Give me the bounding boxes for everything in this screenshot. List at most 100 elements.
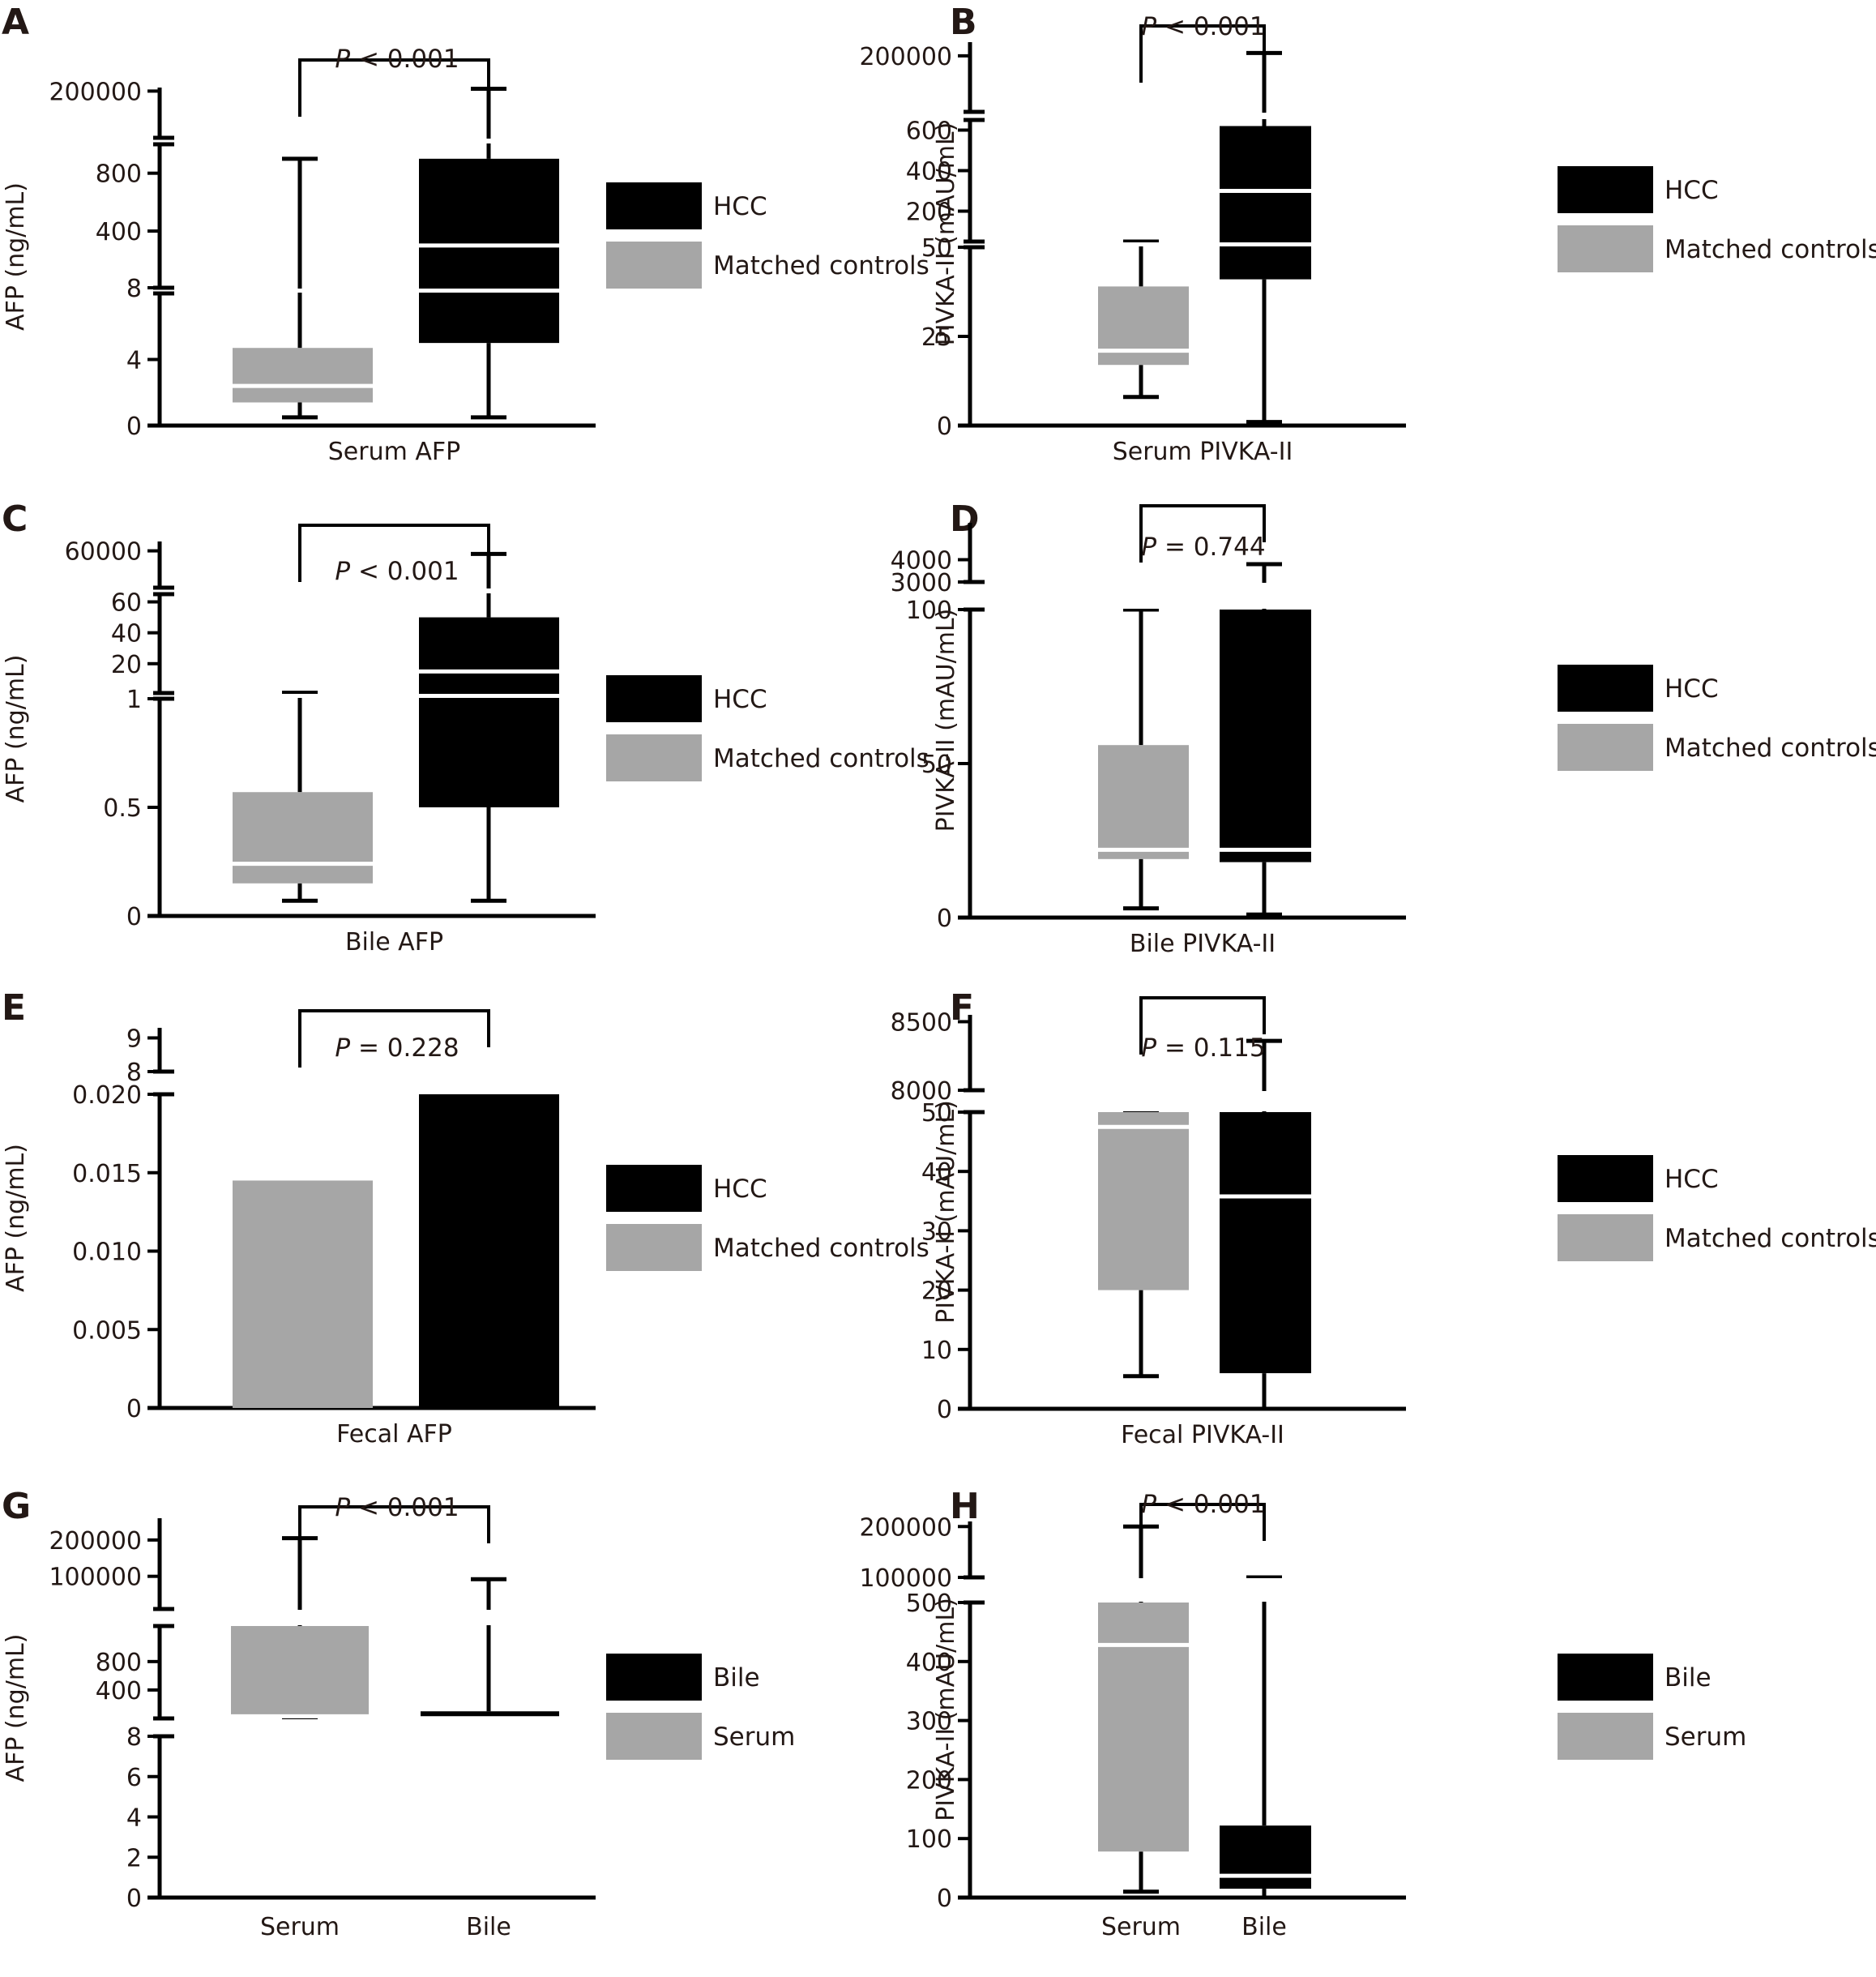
legend-swatch [1558,1155,1653,1202]
p-value-label: P < 0.001 [335,45,459,74]
box-hcc [419,158,559,344]
significance-bracket [298,1505,490,1564]
y-tick-label: 20 [111,651,142,679]
x-tick-label: Bile [466,1913,511,1941]
box-serum [1098,1603,1189,1852]
panel-letter: B [950,2,977,43]
significance-bracket [1139,996,1266,1055]
y-tick-label: 200 [906,1766,952,1795]
y-tick-label: 400 [96,1677,142,1705]
legend-label: Serum [1664,1722,1746,1752]
y-tick-label: 0.015 [72,1160,142,1188]
legend-swatch [1558,724,1653,771]
panel-h: H PIVKA-II (mAU/mL) 0 100 200 300 400 500 100000… [859,1459,1872,1945]
y-tick-label: 100 [906,597,952,625]
y-tick-label: 500 [906,1590,952,1618]
y-tick-label: 4000 [891,547,952,576]
significance-bracket [1139,24,1266,83]
axis-break-gap [1074,583,1213,609]
p-value-label: P < 0.001 [1141,1490,1265,1519]
box-matched-controls [233,792,373,884]
legend-label: HCC [713,1175,767,1204]
legend-swatch [1558,225,1653,272]
box-matched-controls [1098,286,1189,366]
y-axis-label: PIVKA-II (mAU/mL) [932,609,960,832]
legend-label: HCC [1664,176,1719,205]
y-tick-label: 4 [126,1804,142,1833]
box-hcc [1220,610,1311,862]
legend-label: Matched controls [1664,235,1876,264]
box-bile [421,1711,559,1718]
y-tick-label: 0 [126,903,142,931]
legend-swatch [1558,665,1653,712]
panel-a: A AFP (ng/mL) 0 4 8 400 800 200000 Serum AFP P < … [0,0,940,486]
axis-break-gap [1074,1578,1213,1602]
panel-letter: C [2,499,28,540]
y-tick-label: 60000 [65,538,142,567]
y-tick-label: 40 [921,1158,952,1187]
y-tick-label: 200000 [859,43,952,71]
y-tick-label: 0 [126,413,142,441]
y-tick-label: 400 [906,1649,952,1677]
y-axis-label: PIVKA-II (mAU/mL) [932,1598,960,1821]
axis-break-gap [395,289,583,293]
x-axis-label: Fecal PIVKA-II [1121,1421,1284,1449]
axis-break-gap [208,139,397,143]
bar-matched-controls [233,1180,373,1408]
legend-label: HCC [1664,1165,1719,1194]
p-value-label: P = 0.744 [1141,533,1265,562]
y-axis-label: PIVKA-II (mAU/mL) [932,122,960,346]
y-tick-label: 0 [937,1885,952,1913]
y-axis-label: AFP (ng/mL) [2,1634,30,1782]
box-serum [231,1626,369,1718]
p-value-label: P = 0.115 [1141,1033,1265,1063]
panel-letter: E [2,987,27,1029]
axis-break-gap [207,1719,393,1735]
y-tick-label: 400 [96,218,142,246]
x-axis-label: Serum PIVKA-II [1113,438,1293,466]
y-tick-label: 100000 [859,1564,952,1593]
panel-letter: A [2,2,30,43]
y-tick-label: 8 [126,1059,142,1087]
y-tick-label: 0 [937,413,952,441]
legend-swatch [606,1165,702,1212]
legend-label: Matched controls [713,251,929,280]
axis-break-gap [1195,583,1335,609]
y-tick-label: 10 [921,1337,952,1365]
x-tick-label: Serum [1101,1913,1181,1941]
legend-swatch [1558,1214,1653,1261]
axis-break-gap [396,1610,583,1625]
y-tick-label: 0 [937,905,952,933]
legend-swatch [606,1224,702,1271]
legend-swatch [606,734,702,781]
significance-bracket [298,1009,490,1068]
y-tick-label: 200 [906,199,952,227]
y-tick-label: 100000 [49,1564,142,1592]
axis-break-gap [208,588,397,593]
panel-c: C AFP (ng/mL) 0 0.5 1 20 40 60 60000 Bile AFP P < … [0,486,940,973]
axis-break-gap [208,289,397,293]
box-hcc [1220,126,1311,280]
x-tick-label: Bile [1241,1913,1287,1941]
axis-break-gap [1074,242,1213,246]
x-tick-label: Serum [260,1913,340,1941]
y-tick-label: 600 [906,118,952,146]
chart-svg: PIVKA-II (mAU/mL) 0 25 50 200 400 600 200000 Ser… [859,12,1876,466]
y-tick-label: 200000 [859,1513,952,1542]
panel-g: G AFP (ng/mL) 0 2 4 6 8 400 800 100000 200000 Serum… [0,1459,940,1945]
x-axis-label: Bile PIVKA-II [1130,930,1276,958]
y-tick-label: 50 [921,751,952,779]
legend-label: HCC [1664,674,1719,704]
p-value-label: P = 0.228 [335,1033,459,1063]
y-axis-label: AFP (ng/mL) [2,182,30,331]
legend-label: HCC [713,685,767,714]
y-tick-label: 100 [906,1825,952,1854]
y-tick-label: 25 [921,323,952,352]
panel-letter: D [950,499,980,540]
p-value-label: P < 0.001 [335,1493,459,1522]
y-tick-label: 0.5 [103,794,142,823]
y-tick-label: 8500 [891,1008,952,1037]
